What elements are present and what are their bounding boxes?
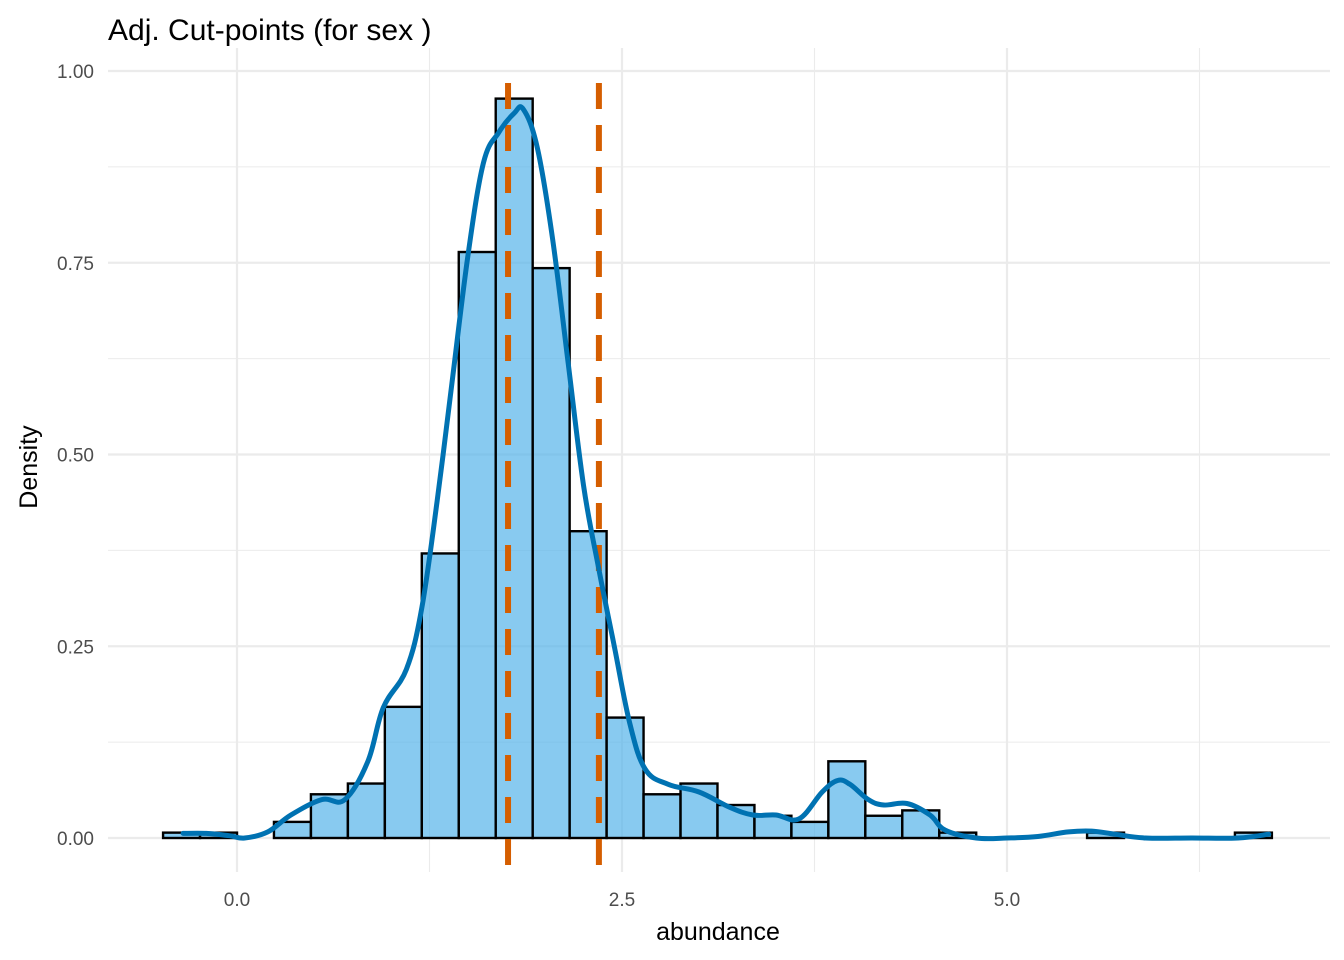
histogram-bar [864, 814, 904, 840]
x-axis-label: abundance [656, 918, 780, 946]
x-tick-label: 5.0 [994, 890, 1020, 911]
x-tick-label: 2.5 [609, 890, 635, 911]
histogram-bar [383, 705, 423, 840]
grid-lines [108, 48, 1330, 872]
histogram-bar [531, 266, 571, 840]
cut-point-lines [505, 83, 602, 876]
histogram-bar [827, 760, 867, 840]
histogram-bar [346, 782, 387, 840]
y-tick-label: 0.25 [57, 637, 94, 658]
density-curve [180, 104, 1272, 842]
chart-title: Adj. Cut-points (for sex ) [108, 14, 431, 47]
x-tick-label: 0.0 [224, 890, 250, 911]
histogram-bar [457, 250, 497, 840]
y-tick-label: 1.00 [57, 62, 94, 83]
histogram-bar [642, 793, 682, 840]
histogram-bar [420, 552, 460, 840]
histogram-bar [605, 716, 645, 840]
histogram-bar [901, 809, 941, 840]
histogram-bars [161, 97, 1274, 840]
histogram-bar [790, 820, 830, 840]
y-tick-label: 0.75 [57, 254, 94, 275]
y-axis-label: Density [15, 425, 43, 509]
density-curve-line [180, 104, 1272, 842]
tick-labels: 0.00 0.25 0.50 0.75 1.00 0.0 2.5 5.0 [57, 62, 1020, 911]
y-tick-label: 0.50 [57, 446, 94, 467]
y-tick-label: 0.00 [57, 829, 94, 850]
histogram-bar [494, 97, 534, 840]
